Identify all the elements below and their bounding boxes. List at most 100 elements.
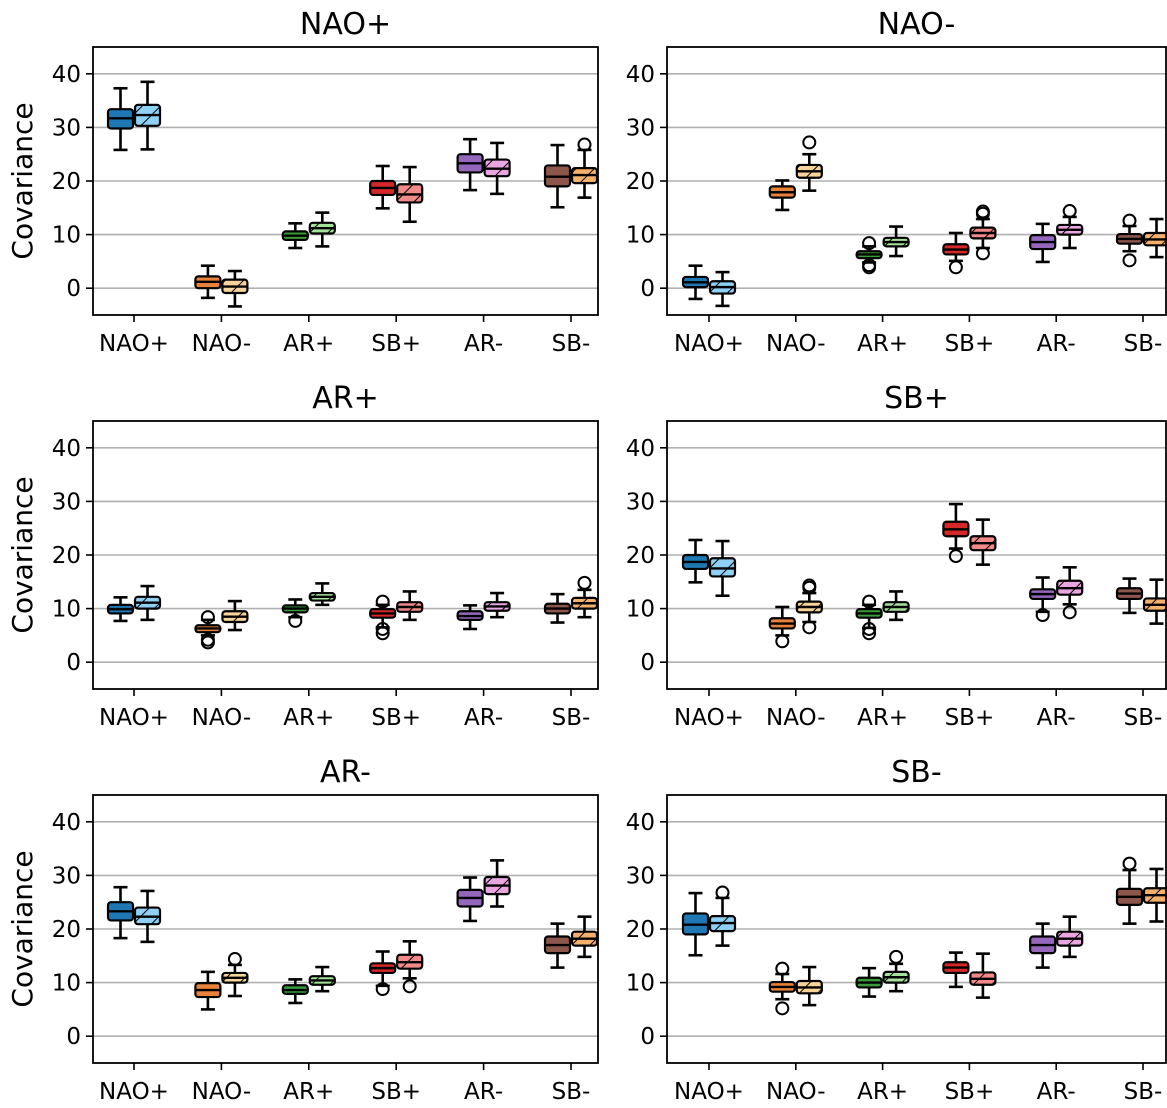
box-SBplus-1 [369, 594, 397, 641]
box-NAOminus-1 [768, 179, 796, 212]
y-tick-label: 20 [626, 917, 655, 943]
box-NAOplus-1 [106, 86, 135, 152]
chart-panel-2: 0 10 20 30 40 NAO+ NAO- AR+ SB+ AR- SB- NAO- [626, 7, 1167, 357]
flier-point [948, 549, 963, 564]
box-ARminus-2 [483, 141, 511, 196]
flier-point [802, 135, 817, 150]
box-ARplus-1 [281, 222, 309, 250]
y-tick-label: 20 [626, 169, 655, 195]
box-ARplus-2 [882, 949, 910, 993]
flier-point [1122, 856, 1137, 871]
flier-point [1062, 204, 1077, 219]
flier-point [715, 885, 730, 900]
y-tick-label: 30 [626, 115, 655, 141]
box-SBminus-1 [1115, 577, 1144, 615]
box-SBminus-1 [543, 143, 572, 209]
y-tick-label: 30 [52, 489, 81, 515]
box-ARplus-2 [882, 225, 910, 258]
x-tick-label: SB+ [945, 331, 995, 357]
x-tick-label: NAO- [192, 705, 252, 731]
x-tick-label: NAO+ [674, 331, 744, 357]
box-NAOplus-2 [133, 80, 162, 151]
box-ARminus-1 [1029, 576, 1057, 623]
box-ARminus-2 [1056, 204, 1084, 250]
y-axis-label: Covariance [6, 850, 39, 1007]
panel-title: AR- [320, 755, 371, 790]
x-tick-label: NAO- [192, 1079, 252, 1105]
box-ARminus-1 [1029, 922, 1057, 969]
box-ARplus-2 [308, 211, 336, 248]
y-tick-label: 20 [52, 169, 81, 195]
box-NAOminus-2 [221, 269, 249, 308]
flier-point [375, 594, 390, 609]
box-SBminus-1 [543, 592, 572, 624]
box-SBplus-2 [396, 940, 424, 994]
box-ARminus-1 [1029, 222, 1057, 264]
x-tick-label: NAO- [766, 705, 826, 731]
box-SBplus-1 [369, 164, 397, 210]
x-tick-label: NAO+ [99, 705, 169, 731]
box-ARplus-1 [855, 236, 883, 275]
y-tick-label: 10 [52, 597, 81, 623]
x-tick-label: AR- [1037, 331, 1076, 357]
x-tick-label: AR- [464, 1079, 503, 1105]
box-ARplus-1 [281, 598, 309, 628]
chart-panel-4: 0 10 20 30 40 NAO+ NAO- AR+ SB+ AR- SB- SB+ [626, 381, 1167, 731]
x-tick-label: AR+ [283, 1079, 334, 1105]
box-ARplus-1 [855, 594, 883, 641]
y-tick-label: 40 [626, 436, 655, 462]
box-ARminus-2 [1056, 915, 1084, 959]
y-tick-label: 10 [626, 597, 655, 623]
x-tick-label: SB+ [371, 1079, 421, 1105]
y-tick-label: 10 [626, 223, 655, 249]
panel-title: AR+ [312, 381, 379, 416]
y-tick-label: 40 [626, 810, 655, 836]
box-NAOplus-2 [133, 584, 162, 622]
box-SBminus-2 [1142, 578, 1167, 625]
box-NAOminus-1 [194, 970, 222, 1011]
flier-point [948, 260, 963, 275]
box-ARminus-1 [456, 604, 484, 631]
box-SBminus-2 [1142, 217, 1167, 259]
box-NAOplus-2 [708, 270, 737, 308]
box-SBminus-1 [1115, 213, 1144, 268]
flier-point [802, 578, 817, 593]
y-tick-label: 40 [626, 62, 655, 88]
flier-point [889, 949, 904, 964]
x-tick-label: NAO+ [674, 705, 744, 731]
box-NAOminus-1 [194, 264, 222, 300]
flier-point [975, 246, 990, 261]
flier-point [775, 1001, 790, 1016]
x-tick-label: SB- [1124, 1079, 1163, 1105]
box-NAOplus-2 [708, 885, 737, 947]
box-SBplus-1 [942, 231, 970, 275]
y-tick-label: 10 [52, 223, 81, 249]
flier-point [375, 982, 390, 997]
box-NAOminus-2 [795, 135, 823, 192]
flier-point [862, 258, 877, 273]
y-tick-label: 30 [52, 115, 81, 141]
box-SBminus-2 [570, 137, 599, 199]
flier-point [200, 632, 215, 647]
box-ARminus-2 [483, 859, 511, 908]
flier-point [862, 594, 877, 609]
x-tick-label: SB- [552, 705, 591, 731]
box-NAOminus-2 [221, 952, 249, 998]
box-SBplus-1 [942, 951, 970, 989]
y-tick-label: 0 [640, 1024, 655, 1050]
y-tick-label: 20 [52, 917, 81, 943]
box-SBminus-2 [1142, 867, 1167, 923]
box-ARplus-2 [308, 965, 336, 993]
x-tick-label: SB+ [371, 331, 421, 357]
x-tick-label: SB- [552, 1079, 591, 1105]
flier-point [1062, 605, 1077, 620]
box-NAOplus-2 [708, 539, 737, 598]
flier-point [975, 204, 990, 219]
flier-point [862, 236, 877, 251]
box-SBplus-2 [969, 518, 997, 566]
x-tick-label: AR+ [857, 705, 908, 731]
box-ARminus-1 [456, 876, 484, 923]
flier-point [1122, 253, 1137, 268]
x-tick-label: SB- [1124, 705, 1163, 731]
